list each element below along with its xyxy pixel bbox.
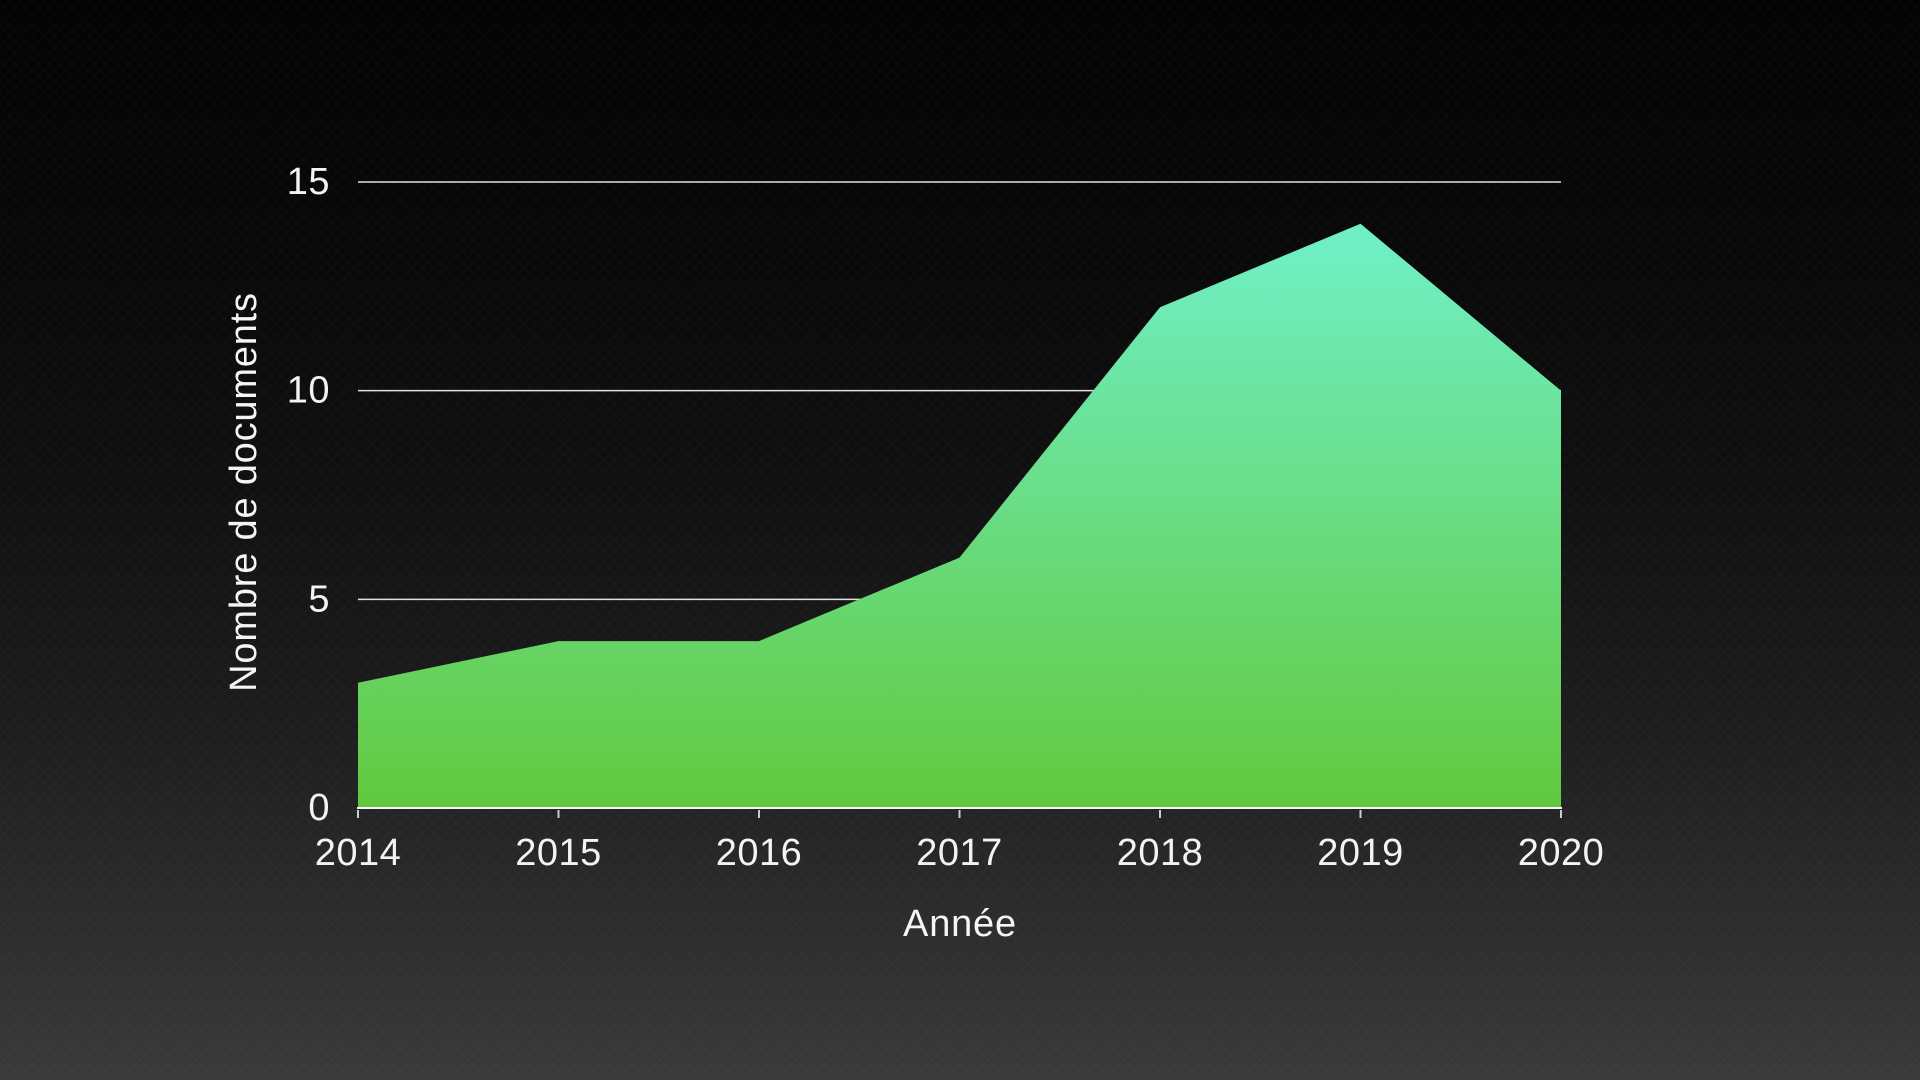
- x-tick-label-2016: 2016: [716, 832, 803, 874]
- x-tick-label-2019: 2019: [1317, 832, 1404, 874]
- y-tick-label-5: 5: [308, 578, 330, 620]
- y-tick-label-10: 10: [287, 370, 330, 412]
- x-tick-label-2020: 2020: [1518, 832, 1605, 874]
- x-axis-tick-labels: 2014 2015 2016 2017 2018 2019 2020: [315, 832, 1605, 874]
- x-tick-label-2018: 2018: [1117, 832, 1204, 874]
- area-series: [358, 223, 1561, 808]
- x-tick-label-2014: 2014: [315, 832, 402, 874]
- y-tick-label-0: 0: [308, 787, 330, 829]
- y-axis-tick-labels: 0 5 10 15: [287, 161, 330, 829]
- y-tick-label-15: 15: [287, 161, 330, 203]
- x-axis-tick-marks: [357, 810, 1562, 818]
- x-tick-label-2017: 2017: [916, 832, 1003, 874]
- x-tick-label-2015: 2015: [515, 832, 602, 874]
- x-axis-title: Année: [903, 903, 1017, 945]
- y-axis-title: Nombre de documents: [223, 292, 265, 692]
